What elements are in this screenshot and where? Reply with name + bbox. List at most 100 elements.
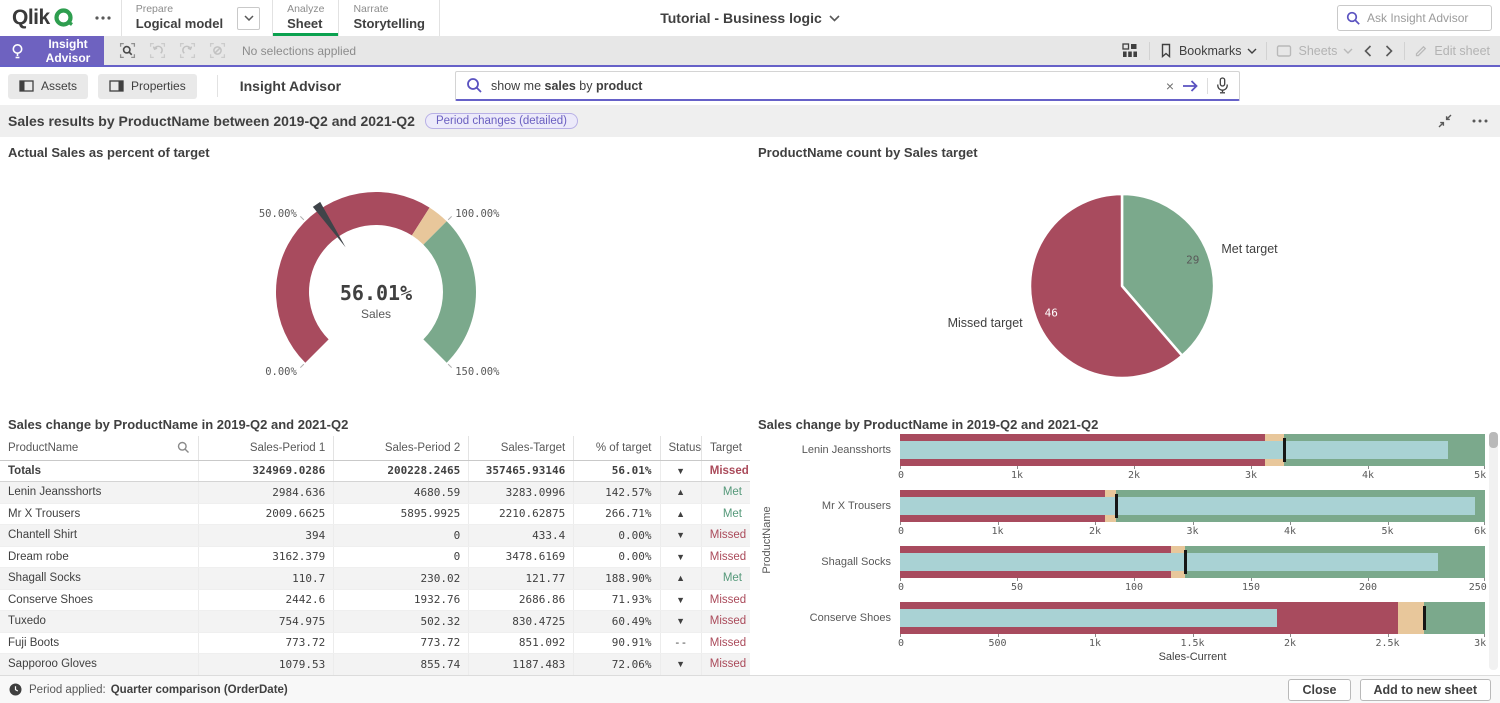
axis-tick [1368, 578, 1369, 581]
table-cell: 0.00% [574, 546, 660, 568]
axis-tick [1017, 578, 1018, 581]
table-cell: 5895.9925 [334, 503, 469, 525]
axis-tick-label: 2k [1128, 470, 1140, 481]
axis-tick-label: 5k [1381, 526, 1393, 537]
clear-selections-button[interactable] [209, 42, 226, 59]
table-row[interactable]: Sapporoo Gloves1079.53855.741187.48372.0… [0, 654, 750, 676]
next-sheet-button[interactable] [1383, 43, 1395, 59]
column-header[interactable]: Status [660, 436, 701, 460]
measure-bar[interactable] [900, 497, 1475, 515]
bullet-chart-panel[interactable]: Sales change by ProductName in 2019-Q2 a… [750, 415, 1500, 675]
insight-search-input[interactable]: show me sales by product [491, 79, 1158, 93]
smart-search-button[interactable] [119, 42, 136, 59]
table-row[interactable]: Dream robe3162.37903478.61690.00%▼Missed [0, 546, 750, 568]
bullet-axis: 050100150200250 [900, 578, 1485, 602]
assets-panel-button[interactable]: Assets [8, 74, 88, 99]
bullet-bar[interactable] [900, 490, 1485, 522]
axis-tick [998, 522, 999, 525]
bullet-row: Mr X Trousers01k2k3k4k5k6k [750, 490, 1485, 546]
close-button[interactable]: Close [1288, 679, 1350, 701]
more-options-button[interactable] [1470, 117, 1490, 125]
axis-tick-label: 2.5k [1375, 638, 1399, 649]
right-panel-icon [109, 80, 124, 92]
edit-sheet-button[interactable]: Edit sheet [1414, 44, 1490, 58]
table-row[interactable]: Chantell Shirt3940433.40.00%▼Missed [0, 525, 750, 547]
add-to-new-sheet-button[interactable]: Add to new sheet [1360, 679, 1491, 701]
axis-tick [900, 578, 901, 581]
voice-search-button[interactable] [1216, 77, 1229, 94]
table-row[interactable]: Shagall Socks110.7230.02121.77188.90%▲Me… [0, 568, 750, 590]
column-header[interactable]: ProductName [0, 436, 199, 460]
chart-title: Sales change by ProductName in 2019-Q2 a… [758, 417, 1098, 432]
column-header[interactable]: Sales-Target [469, 436, 574, 460]
column-header[interactable]: Target [701, 436, 750, 460]
table-cell: Shagall Socks [0, 568, 199, 590]
collapse-icon [1438, 114, 1452, 128]
range-above-target [1424, 602, 1485, 634]
gauge-tick [448, 364, 452, 368]
redo-selection-button[interactable] [179, 42, 196, 59]
x-axis-label: Sales-Current [900, 651, 1485, 663]
sheets-menu-button[interactable]: Sheets [1276, 44, 1353, 58]
range-near-target [1398, 602, 1424, 634]
tab-narrate[interactable]: Narrate Storytelling [339, 0, 439, 36]
table-row[interactable]: Lenin Jeansshorts2984.6364680.593283.099… [0, 482, 750, 504]
sales-change-table: ProductNameSales-Period 1Sales-Period 2S… [0, 436, 750, 675]
ask-insight-advisor-box[interactable] [1337, 5, 1492, 31]
pie-svg: 29Met target46Missed target [750, 137, 1500, 415]
measure-bar[interactable] [900, 609, 1277, 627]
chevron-down-icon [1343, 48, 1353, 54]
insight-advisor-button[interactable]: Insight Advisor [0, 36, 104, 65]
column-header[interactable]: % of target [574, 436, 660, 460]
sales-table-panel[interactable]: Sales change by ProductName in 2019-Q2 a… [0, 415, 750, 675]
clear-search-button[interactable]: × [1166, 79, 1174, 93]
table-cell: 230.02 [334, 568, 469, 590]
table-row[interactable]: Tuxedo754.975502.32830.472560.49%▼Missed [0, 611, 750, 633]
bullet-bar[interactable] [900, 546, 1485, 578]
period-changes-badge[interactable]: Period changes (detailed) [425, 113, 578, 129]
bookmark-icon [1159, 43, 1173, 58]
measure-bar[interactable] [900, 441, 1448, 459]
tab-prepare[interactable]: Prepare Logical model [122, 0, 237, 36]
axis-tick-label: 5k [1474, 470, 1486, 481]
bullet-bar[interactable] [900, 434, 1485, 466]
table-row[interactable]: Totals324969.0286200228.2465357465.93146… [0, 460, 750, 482]
pie-chart-panel[interactable]: ProductName count by Sales target 29Met … [750, 137, 1500, 415]
submit-search-button[interactable] [1182, 79, 1199, 93]
table-cell: 2984.636 [199, 482, 334, 504]
scrollbar-thumb[interactable] [1489, 432, 1498, 448]
collapse-results-button[interactable] [1436, 112, 1454, 130]
qlik-logo: Qlik [0, 0, 85, 36]
column-header[interactable]: Sales-Period 2 [334, 436, 469, 460]
table-row[interactable]: Conserve Shoes2442.61932.762686.8671.93%… [0, 589, 750, 611]
undo-selection-button[interactable] [149, 42, 166, 59]
ask-insight-advisor-input[interactable] [1367, 11, 1483, 25]
prepare-dropdown-button[interactable] [237, 7, 260, 30]
gauge-chart-panel[interactable]: Actual Sales as percent of target 0.00%5… [0, 137, 750, 415]
bullet-row: Shagall Socks050100150200250 [750, 546, 1485, 602]
insight-search-field[interactable]: show me sales by product × [455, 71, 1240, 101]
insight-advisor-toolbar: Assets Properties Insight Advisor show m… [0, 67, 1500, 105]
app-objects-button[interactable] [1120, 41, 1140, 60]
previous-sheet-button[interactable] [1362, 43, 1374, 59]
table-cell: Met [701, 503, 750, 525]
bookmarks-menu-button[interactable]: Bookmarks [1159, 43, 1258, 58]
column-header[interactable]: Sales-Period 1 [199, 436, 334, 460]
vertical-scrollbar[interactable] [1489, 432, 1498, 670]
tab-analyze[interactable]: Analyze Sheet [273, 0, 338, 36]
axis-tick [1017, 466, 1018, 469]
bullet-row-label: Lenin Jeansshorts [750, 434, 900, 490]
gauge-segment [276, 192, 430, 363]
selections-status: No selections applied [242, 44, 356, 58]
search-icon [1346, 11, 1361, 26]
table-cell: Missed [701, 546, 750, 568]
axis-tick-label: 4k [1362, 470, 1374, 481]
properties-panel-button[interactable]: Properties [98, 74, 197, 99]
app-title-menu[interactable]: Tutorial - Business logic [660, 10, 840, 26]
search-icon[interactable] [177, 441, 190, 454]
measure-bar[interactable] [900, 553, 1438, 571]
table-row[interactable]: Fuji Boots773.72773.72851.09290.91%--Mis… [0, 632, 750, 654]
table-row[interactable]: Mr X Trousers2009.66255895.99252210.6287… [0, 503, 750, 525]
global-menu-button[interactable] [85, 0, 121, 36]
bullet-bar[interactable] [900, 602, 1485, 634]
